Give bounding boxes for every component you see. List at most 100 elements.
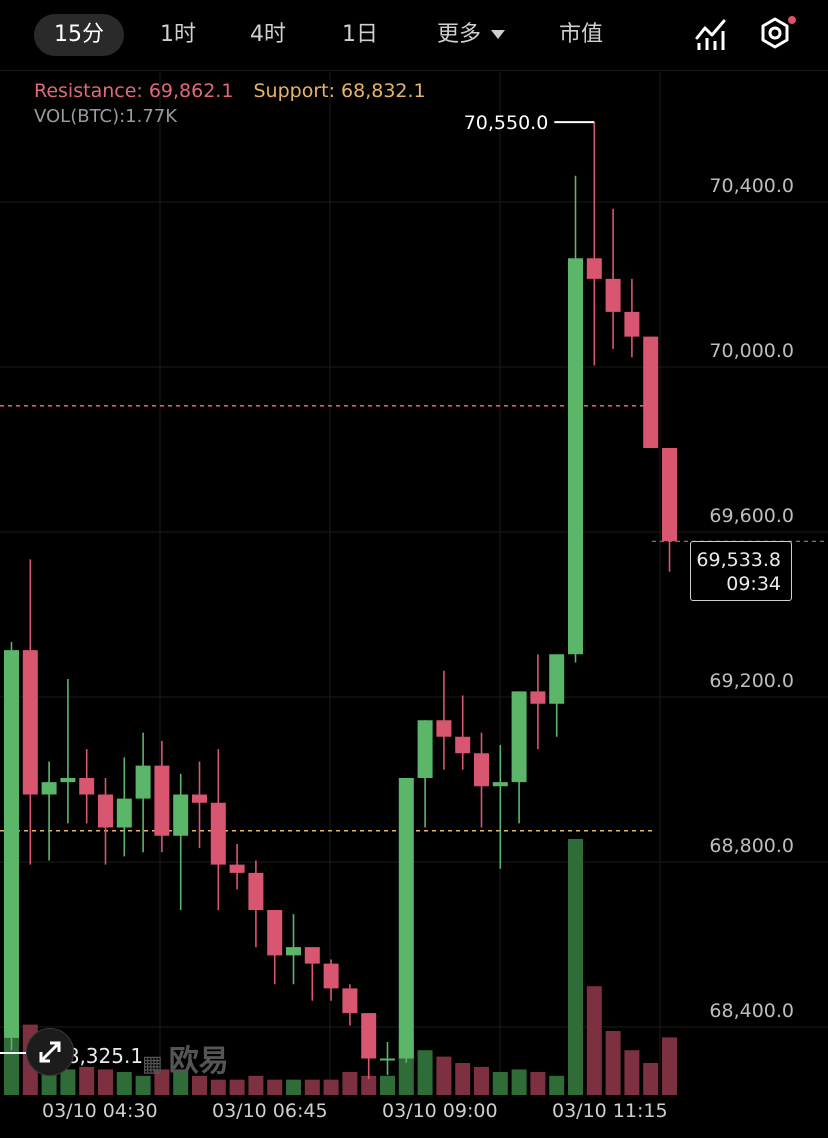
volume-bar	[605, 1031, 621, 1095]
volume-bar	[267, 1079, 283, 1095]
volume-bar	[568, 839, 583, 1095]
volume-bar	[342, 1071, 358, 1095]
tab-1d[interactable]: 1日	[342, 22, 378, 47]
volume-bar	[662, 1037, 677, 1095]
last-price-value: 69,533.8	[696, 549, 781, 571]
volume-bar	[248, 1075, 264, 1095]
last-price-box: 69,533.8 09:34	[690, 541, 792, 601]
tab-1h[interactable]: 1时	[160, 22, 196, 47]
x-tick-label: 03/10 06:45	[212, 1100, 328, 1122]
settings-hexagon-icon[interactable]	[758, 16, 798, 56]
candle-body	[643, 336, 659, 448]
x-tick-label: 03/10 09:00	[382, 1100, 498, 1122]
y-tick-label: 70,400.0	[709, 175, 794, 197]
candle-body	[154, 765, 170, 836]
resistance-label: Resistance: 69,862.1	[34, 80, 234, 102]
volume-bar	[210, 1079, 226, 1095]
watermark-text: 欧易	[168, 1044, 229, 1079]
y-tick-label: 69,200.0	[709, 670, 794, 692]
toolbar-divider	[0, 70, 828, 71]
volume-bar	[530, 1071, 546, 1095]
candle-body	[436, 720, 452, 737]
support-label: Support: 68,832.1	[253, 80, 426, 102]
candle-body	[304, 947, 320, 964]
chart-indicator-icon[interactable]	[694, 16, 728, 52]
volume-bar	[154, 1069, 170, 1095]
candle-body	[286, 947, 301, 956]
volume-bar	[135, 1075, 151, 1095]
candle-body	[455, 736, 471, 754]
notification-dot-icon	[788, 16, 796, 24]
volume-bar	[624, 1050, 640, 1095]
candle-body	[79, 778, 95, 795]
candle-body	[474, 753, 489, 787]
tab-15min[interactable]: 15分	[34, 14, 124, 56]
exchange-logo-icon: ▦	[142, 1052, 163, 1077]
volume-bar	[323, 1079, 339, 1095]
volume-bar	[4, 1037, 19, 1095]
volume-bar	[229, 1079, 245, 1095]
candle-body	[41, 782, 57, 795]
candle-body	[98, 794, 113, 828]
candle-body	[267, 910, 283, 956]
candle-body	[135, 765, 151, 799]
candle-body	[492, 782, 508, 787]
volume-bar	[98, 1069, 113, 1095]
volume-bar	[455, 1063, 471, 1095]
volume-bar	[417, 1050, 433, 1095]
candle-body	[361, 1013, 377, 1059]
candle-body	[229, 864, 245, 873]
candle-countdown: 09:34	[726, 573, 781, 595]
high-price-label: 70,550.0	[464, 112, 549, 134]
candle-body	[4, 650, 19, 1038]
y-tick-label: 68,400.0	[709, 1000, 794, 1022]
volume-bar	[361, 1075, 377, 1095]
x-tick-label: 03/10 04:30	[42, 1100, 158, 1122]
volume-bar	[79, 1066, 95, 1095]
candle-body	[22, 650, 38, 795]
candle-body	[549, 654, 565, 704]
y-tick-label: 69,600.0	[709, 505, 794, 527]
candle-body	[173, 794, 189, 836]
volume-bar	[436, 1056, 452, 1095]
volume-bar	[286, 1079, 301, 1095]
candle-body	[398, 778, 414, 1059]
volume-bar	[549, 1075, 565, 1095]
volume-label: VOL(BTC):1.77K	[34, 106, 178, 127]
volume-bar	[586, 986, 602, 1095]
tab-more[interactable]: 更多	[436, 22, 481, 47]
candle-body	[248, 872, 264, 910]
volume-bar	[643, 1063, 659, 1095]
y-tick-label: 70,000.0	[709, 340, 794, 362]
candle-body	[342, 988, 358, 1014]
candle-body	[586, 258, 602, 279]
volume-bar	[511, 1069, 527, 1095]
candle-body	[530, 691, 546, 704]
candle-body	[60, 778, 76, 783]
candle-body	[210, 802, 226, 865]
tab-market-cap[interactable]: 市值	[558, 22, 603, 47]
x-tick-label: 03/10 11:15	[552, 1100, 668, 1122]
volume-bar	[492, 1071, 508, 1095]
fullscreen-button[interactable]	[26, 1028, 74, 1076]
candle-body	[116, 798, 132, 828]
volume-bar	[173, 1069, 189, 1095]
exchange-watermark: ▦ 欧易	[142, 1036, 229, 1080]
candle-body	[624, 311, 640, 337]
candle-body	[417, 720, 433, 778]
volume-bar	[116, 1071, 132, 1095]
timeframe-toolbar: 15分 1时 4时 1日 更多 市值	[0, 0, 828, 70]
volume-bar	[192, 1075, 207, 1095]
volume-bar	[380, 1075, 395, 1095]
tab-4h[interactable]: 4时	[250, 22, 286, 47]
y-tick-label: 68,800.0	[709, 835, 794, 857]
indicator-legend: Resistance: 69,862.1 Support: 68,832.1	[34, 80, 426, 102]
volume-bar	[474, 1066, 489, 1095]
candle-body	[511, 691, 527, 783]
candle-body	[380, 1058, 395, 1061]
chevron-down-icon[interactable]	[490, 29, 506, 41]
candle-body	[605, 278, 621, 312]
candle-body	[323, 963, 339, 989]
candle-body	[662, 448, 677, 542]
